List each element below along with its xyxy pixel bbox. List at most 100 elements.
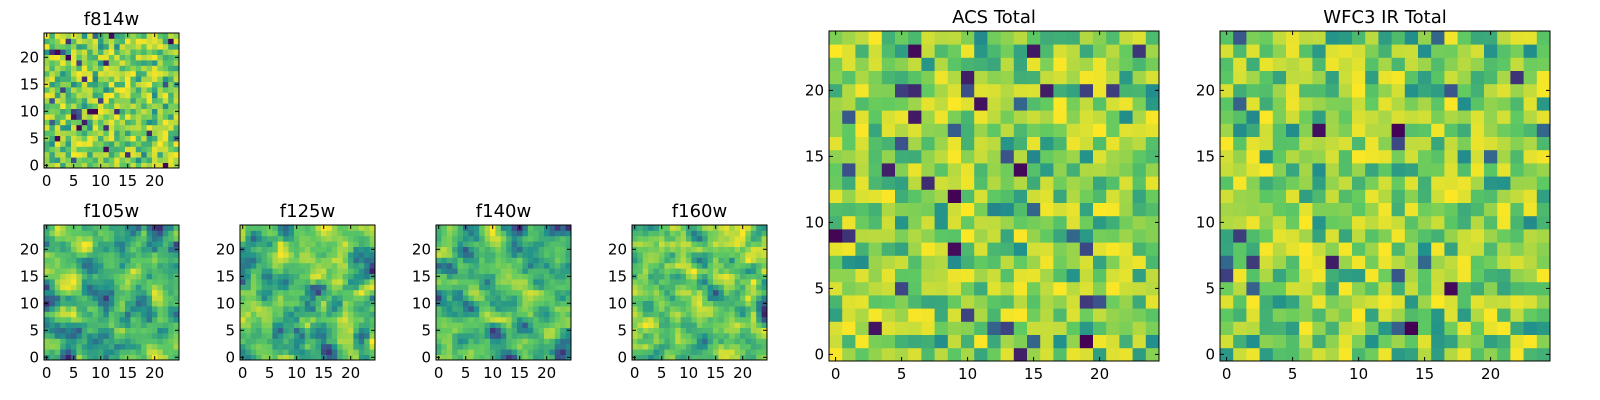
heatmap-cell [87, 38, 93, 45]
heatmap-cell [141, 38, 147, 45]
heatmap-cell [1119, 255, 1133, 269]
heatmap-cell [304, 322, 311, 328]
heatmap-cell [130, 289, 137, 296]
heatmap-cell [1286, 163, 1300, 177]
heatmap-cell [60, 33, 66, 39]
heatmap-cell [162, 295, 169, 301]
heatmap-cell [315, 230, 322, 237]
heatmap-cell [245, 289, 252, 296]
heatmap-cell [168, 43, 174, 50]
heatmap-cell [473, 284, 480, 291]
heatmap-cell [71, 268, 77, 274]
heatmap-cell [1066, 44, 1081, 58]
heatmap-cell [495, 338, 502, 345]
heatmap-cell [92, 70, 99, 77]
heatmap-cell [44, 284, 50, 291]
heatmap-cell [987, 268, 1001, 283]
heatmap-cell [1523, 334, 1538, 349]
heatmap-cell [686, 306, 692, 312]
heatmap-cell [1093, 149, 1107, 164]
heatmap-cell [680, 306, 687, 312]
heatmap-cell [315, 289, 322, 296]
heatmap-cell [108, 316, 115, 323]
heatmap-cell [304, 279, 311, 285]
heatmap-cell [908, 268, 922, 283]
heatmap-cell [108, 257, 115, 264]
heatmap-cell [1484, 123, 1498, 137]
heatmap-cell [331, 333, 338, 339]
heatmap-cell [103, 333, 110, 339]
heatmap-cell [554, 273, 561, 280]
heatmap-cell [506, 338, 512, 345]
heatmap-cell [761, 295, 768, 301]
heatmap-cell [65, 60, 72, 66]
heatmap-cell [1523, 123, 1538, 137]
heatmap-cell [152, 54, 158, 61]
heatmap-cell [250, 235, 257, 242]
heatmap-cell [1338, 176, 1353, 190]
heatmap-cell [855, 97, 869, 111]
heatmap-cell [141, 300, 147, 307]
heatmap-cell [87, 146, 93, 153]
heatmap-cell [500, 273, 507, 280]
heatmap-cell [441, 230, 448, 237]
heatmap-cell [1040, 242, 1054, 256]
heatmap-cell [108, 146, 115, 153]
heatmap-cell [506, 235, 512, 242]
heatmap-cell [1404, 176, 1419, 190]
heatmap-cell [125, 119, 131, 126]
heatmap-cell [54, 316, 61, 323]
heatmap-cell [87, 225, 93, 231]
heatmap-cell [1365, 242, 1379, 256]
heatmap-cell [267, 262, 273, 269]
heatmap-cell [168, 322, 174, 328]
heatmap-cell [1233, 215, 1247, 230]
heatmap-cell [723, 322, 730, 328]
heatmap-cell [283, 246, 289, 253]
heatmap-cell [691, 230, 698, 237]
heatmap-cell [1470, 334, 1485, 349]
heatmap-cell [1523, 189, 1538, 203]
heatmap-cell [961, 70, 975, 85]
heatmap-cell [114, 49, 120, 55]
heatmap-cell [1119, 189, 1133, 203]
heatmap-cell [277, 349, 284, 355]
heatmap-cell [691, 252, 698, 258]
heatmap-cell [659, 284, 665, 291]
heatmap-cell [500, 311, 507, 318]
heatmap-cell [49, 162, 56, 169]
heatmap-cell [1404, 308, 1419, 322]
heatmap-cell [358, 289, 365, 296]
heatmap-cell [895, 229, 909, 243]
heatmap-cells [436, 225, 572, 361]
heatmap-cell [718, 311, 725, 318]
heatmap-cell [934, 70, 949, 85]
heatmap-cell [653, 295, 660, 301]
heatmap-cell [71, 311, 77, 318]
heatmap-cell [310, 343, 316, 350]
heatmap-cell [65, 257, 72, 264]
heatmap-cell [49, 135, 56, 142]
heatmap-cell [331, 327, 338, 334]
heatmap-cell [44, 87, 50, 93]
heatmap-cell [108, 252, 115, 258]
heatmap-cell [463, 230, 469, 237]
heatmap-cell [315, 322, 322, 328]
heatmap-cell [756, 279, 762, 285]
heatmap-cell [664, 333, 671, 339]
heatmap-cell [436, 306, 442, 312]
heatmap-cell [146, 262, 153, 269]
heatmap-cell [162, 43, 169, 50]
heatmap-cell [1286, 176, 1300, 190]
heatmap-cell [745, 225, 752, 231]
heatmap-cell [125, 124, 131, 131]
heatmap-cell [745, 273, 752, 280]
heatmap-cell [723, 343, 730, 350]
heatmap-cell [1391, 110, 1406, 124]
heatmap-cell [294, 295, 300, 301]
heatmap-cell [44, 70, 50, 77]
heatmap-cell [1272, 255, 1287, 269]
heatmap-cell [908, 97, 922, 111]
heatmap-cell [108, 33, 115, 39]
heatmap-cell [76, 295, 83, 301]
